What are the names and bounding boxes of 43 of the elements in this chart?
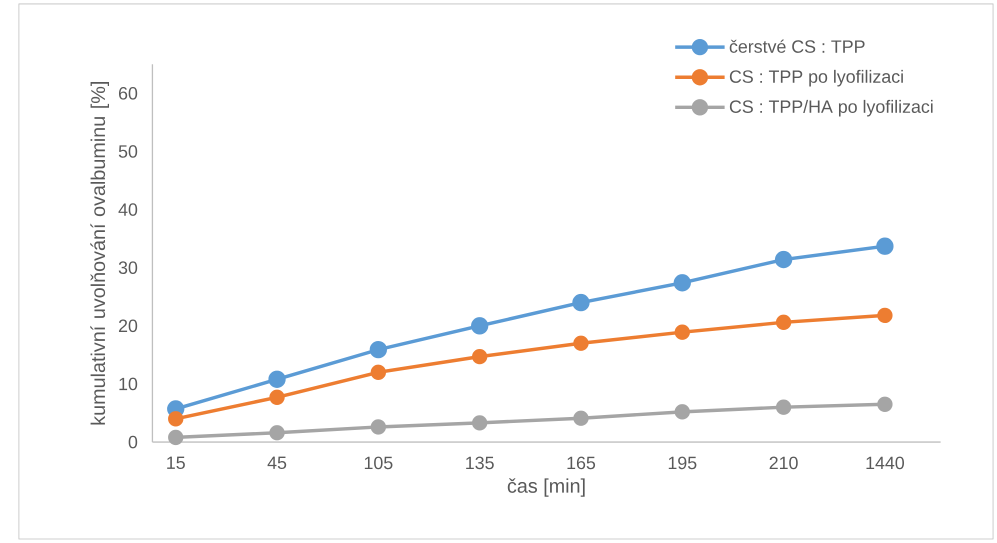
- point: [776, 314, 792, 330]
- point: [877, 396, 893, 412]
- y-tick-label: 20: [118, 320, 138, 332]
- x-tick-label: 210: [770, 456, 798, 470]
- y-tick-label: 50: [118, 145, 138, 158]
- x-tick-label: 1440: [866, 456, 904, 470]
- point: [269, 390, 285, 405]
- legend-label: čerstvé CS : TPP: [730, 40, 865, 53]
- x-tick-label: 195: [668, 456, 696, 470]
- y-tick-label: 30: [118, 261, 138, 274]
- point: [876, 238, 894, 255]
- point: [168, 411, 184, 427]
- point: [269, 425, 285, 440]
- y-tick-label: 60: [118, 87, 138, 100]
- x-tick-label: 15: [167, 456, 185, 470]
- point: [370, 419, 386, 435]
- point: [472, 415, 488, 431]
- point: [268, 370, 286, 388]
- point: [168, 430, 184, 446]
- y-tick-label: 10: [119, 378, 138, 390]
- point: [370, 341, 387, 358]
- legend-label: CS : TPP/HA po lyofilizaci: [730, 100, 933, 117]
- point: [370, 364, 386, 380]
- y-tick-label: 40: [118, 203, 138, 216]
- x-tick-label: 105: [364, 456, 392, 470]
- point: [572, 294, 590, 312]
- x-tick-label: 45: [268, 456, 286, 470]
- point: [573, 410, 589, 426]
- point: [472, 348, 488, 364]
- point: [674, 274, 691, 292]
- point: [774, 250, 792, 268]
- x-tick-label: 135: [466, 456, 494, 470]
- y-tick-label: 0: [128, 436, 138, 448]
- x-tick-label: 165: [567, 456, 596, 470]
- x-axis-title: čas [min]: [508, 478, 585, 497]
- point: [674, 324, 690, 340]
- legend-label: CS : TPP po lyofilizaci: [730, 70, 903, 86]
- y-axis-title: kumulativní uvolňování ovalbuminu [%]: [90, 82, 110, 424]
- point: [573, 336, 589, 351]
- point: [776, 400, 792, 415]
- point: [674, 404, 690, 420]
- point: [877, 308, 893, 324]
- point: [471, 317, 488, 335]
